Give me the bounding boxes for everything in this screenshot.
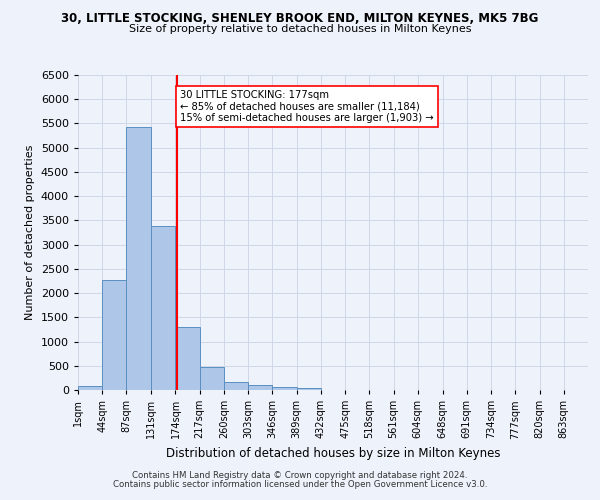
Text: 30, LITTLE STOCKING, SHENLEY BROOK END, MILTON KEYNES, MK5 7BG: 30, LITTLE STOCKING, SHENLEY BROOK END, … [61,12,539,26]
Bar [78,386,102,390]
Text: Contains HM Land Registry data © Crown copyright and database right 2024.: Contains HM Land Registry data © Crown c… [132,471,468,480]
Bar [127,128,151,390]
Text: Contains public sector information licensed under the Open Government Licence v3: Contains public sector information licen… [113,480,487,489]
Bar [272,386,296,390]
Bar [248,386,272,390]
Bar [224,382,248,390]
Bar [296,388,321,390]
Text: Size of property relative to detached houses in Milton Keynes: Size of property relative to detached ho… [129,24,471,34]
Bar [175,326,200,390]
Bar [102,280,127,390]
Text: 30 LITTLE STOCKING: 177sqm
← 85% of detached houses are smaller (11,184)
15% of : 30 LITTLE STOCKING: 177sqm ← 85% of deta… [180,90,434,122]
X-axis label: Distribution of detached houses by size in Milton Keynes: Distribution of detached houses by size … [166,447,500,460]
Bar [151,226,175,390]
Y-axis label: Number of detached properties: Number of detached properties [25,145,35,320]
Bar [200,366,224,390]
